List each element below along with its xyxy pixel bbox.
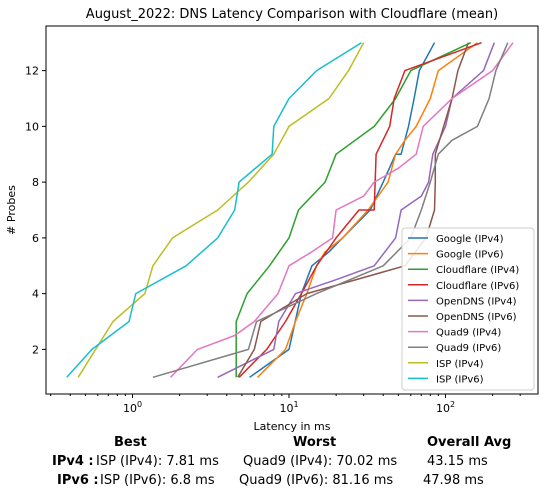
ipv6-overall-value: 47.98 ms — [423, 473, 484, 488]
ipv6-worst-value: Quad9 (IPv6): 81.16 ms — [239, 473, 394, 488]
x-tick-label: 102 — [436, 400, 455, 415]
series-line-3 — [238, 41, 482, 378]
x-axis-label: Latency in ms — [254, 420, 331, 432]
series-line-5 — [237, 42, 470, 378]
legend-label: Quad9 (IPv6) — [436, 343, 501, 354]
series-line-6 — [169, 42, 514, 378]
series-line-8 — [77, 42, 365, 378]
ipv4-row-label: IPv4 : — [52, 454, 94, 469]
latency-chart: August_2022: DNS Latency Comparison with… — [5, 7, 539, 432]
legend-label: Google (IPv4) — [436, 234, 504, 245]
y-tick-label: 10 — [25, 120, 39, 133]
ipv6-row-label: IPv6 : — [57, 473, 99, 488]
legend-label: ISP (IPv6) — [436, 374, 484, 385]
y-tick-label: 12 — [25, 65, 39, 78]
series-line-9 — [66, 42, 362, 378]
y-axis-label: # Probes — [5, 185, 18, 235]
chart-title: August_2022: DNS Latency Comparison with… — [86, 7, 498, 22]
legend: Google (IPv4) Google (IPv6) Cloudflare (IP… — [401, 227, 535, 391]
y-tick-label: 6 — [32, 232, 39, 245]
plot-area — [45, 25, 539, 395]
legend-label: Cloudflare (IPv4) — [436, 265, 519, 276]
best-header: Best — [114, 435, 147, 450]
ipv4-worst-value: Quad9 (IPv4): 70.02 ms — [243, 454, 398, 469]
worst-header: Worst — [293, 435, 337, 450]
legend-label: ISP (IPv4) — [436, 359, 484, 370]
ipv4-overall-value: 43.15 ms — [427, 454, 488, 469]
y-tick-label: 8 — [32, 176, 39, 189]
y-tick-label: 4 — [32, 288, 39, 301]
legend-label: OpenDNS (IPv4) — [436, 296, 517, 307]
legend-label: Google (IPv6) — [436, 250, 504, 261]
series-line-7 — [152, 42, 509, 379]
y-tick-label: 2 — [32, 343, 39, 356]
legend-label: Cloudflare (IPv6) — [436, 281, 519, 292]
series-line-2 — [235, 42, 472, 378]
ipv4-best-value: ISP (IPv4): 7.81 ms — [96, 454, 219, 469]
ipv6-best-value: ISP (IPv6): 6.8 ms — [100, 473, 215, 488]
x-tick-label: 101 — [279, 400, 298, 415]
series-lines — [66, 41, 514, 379]
legend-label: Quad9 (IPv4) — [436, 328, 501, 339]
legend-box — [401, 227, 535, 391]
x-tick-label: 100 — [123, 400, 142, 415]
summary-stats: Best Worst Overall Avg IPv4 : ISP (IPv4)… — [0, 432, 548, 494]
legend-label: OpenDNS (IPv6) — [436, 312, 517, 323]
overall-avg-header: Overall Avg — [427, 435, 512, 450]
